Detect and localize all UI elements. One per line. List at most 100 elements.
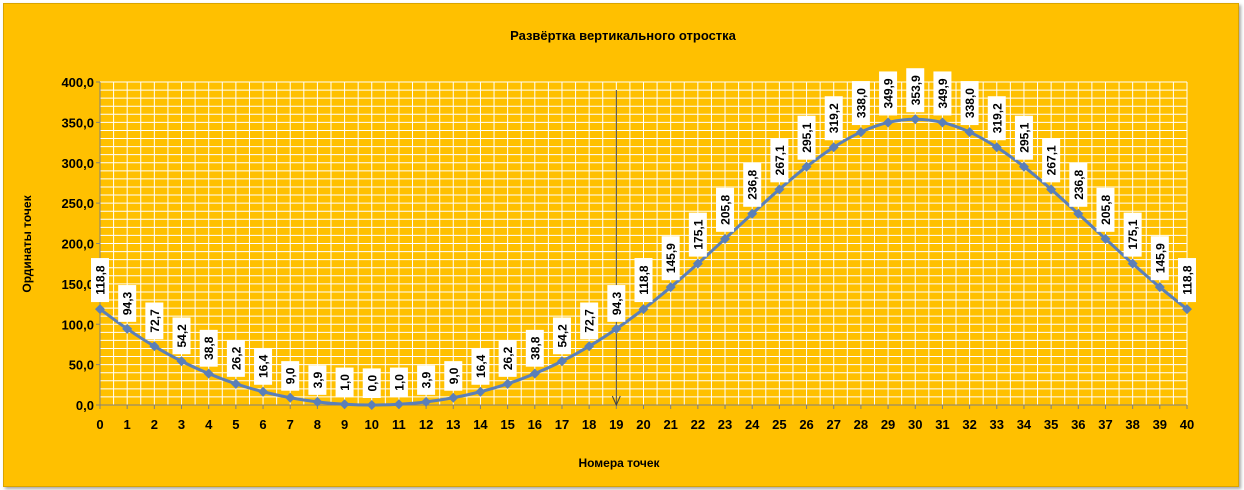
- data-label: 349,9: [879, 71, 898, 116]
- data-label: 26,2: [498, 340, 517, 377]
- data-point: [910, 114, 921, 125]
- data-label-box: [471, 347, 490, 385]
- data-label-box: [226, 340, 245, 377]
- x-tick-label: 8: [314, 417, 321, 432]
- data-label-box: [254, 347, 273, 385]
- data-label-text: 349,9: [936, 78, 950, 108]
- data-label-text: 267,1: [773, 145, 787, 175]
- data-label-box: [525, 329, 544, 367]
- data-label-text: 1,0: [392, 374, 406, 391]
- data-label: 54,2: [172, 317, 191, 355]
- data-point: [366, 400, 377, 410]
- data-label-text: 72,7: [148, 309, 162, 333]
- data-label-box: [987, 96, 1006, 141]
- data-label-box: [797, 115, 816, 160]
- data-label: 1,0: [389, 367, 408, 398]
- data-point: [1127, 258, 1138, 269]
- data-point: [1154, 282, 1165, 293]
- x-tick-label: 5: [232, 417, 239, 432]
- data-label-box: [444, 361, 463, 391]
- data-label-box: [145, 302, 164, 340]
- x-tick-label: 18: [582, 417, 596, 432]
- data-label-text: 145,9: [664, 243, 678, 273]
- data-point: [584, 341, 595, 352]
- data-point: [448, 392, 459, 403]
- data-point: [1046, 184, 1057, 195]
- data-label: 0,0: [362, 368, 381, 398]
- data-label-box: [770, 138, 789, 183]
- data-label: 16,4: [254, 347, 273, 385]
- x-tick-label: 29: [881, 417, 895, 432]
- x-tick-label: 39: [1153, 417, 1167, 432]
- data-label-text: 267,1: [1045, 145, 1059, 175]
- data-label-text: 54,2: [555, 324, 569, 348]
- data-label-text: 16,4: [474, 354, 488, 378]
- x-tick-label: 9: [341, 417, 348, 432]
- x-tick-label: 33: [990, 417, 1004, 432]
- data-label-text: 26,2: [229, 346, 243, 370]
- data-label: 72,7: [580, 302, 599, 340]
- x-tick-label: 12: [419, 417, 433, 432]
- data-label-box: [281, 361, 300, 391]
- data-label-text: 319,2: [827, 103, 841, 133]
- data-point: [828, 142, 839, 153]
- data-label: 205,8: [716, 187, 735, 232]
- x-tick-label: 32: [962, 417, 976, 432]
- data-point: [502, 378, 513, 389]
- x-tick-label: 22: [691, 417, 705, 432]
- data-label: 295,1: [797, 115, 816, 160]
- data-point: [1018, 161, 1029, 172]
- data-label-box: [743, 162, 762, 207]
- data-label-box: [1069, 162, 1088, 207]
- x-tick-label: 7: [287, 417, 294, 432]
- y-tick-label: 200,0: [61, 237, 94, 252]
- chart-svg: Развёртка вертикального отростка Номера …: [20, 28, 1196, 470]
- data-point: [1073, 208, 1084, 219]
- data-label-text: 118,8: [1181, 265, 1195, 295]
- data-point: [964, 127, 975, 138]
- data-label-box: [1014, 115, 1033, 160]
- data-label-box: [335, 367, 354, 398]
- data-point: [937, 117, 948, 128]
- x-tick-label: 40: [1180, 417, 1194, 432]
- data-label-text: 118,8: [94, 265, 108, 295]
- x-tick-label: 2: [151, 417, 158, 432]
- data-label-box: [824, 96, 843, 141]
- data-label-text: 38,8: [528, 336, 542, 360]
- data-label: 118,8: [1178, 258, 1196, 303]
- data-label-text: 295,1: [800, 122, 814, 152]
- data-label-box: [308, 365, 327, 395]
- data-point: [556, 356, 567, 367]
- data-label-text: 9,0: [284, 367, 298, 384]
- data-label-box: [1042, 138, 1061, 183]
- axes: 0,050,0100,0150,0200,0250,0300,0350,0400…: [61, 75, 1194, 432]
- data-label-box: [661, 236, 680, 281]
- y-tick-label: 100,0: [61, 317, 94, 332]
- data-label-box: [552, 317, 571, 355]
- x-tick-label: 19: [609, 417, 623, 432]
- data-label-text: 1,0: [338, 374, 352, 391]
- data-label: 319,2: [824, 96, 843, 141]
- data-label: 16,4: [471, 347, 490, 385]
- x-tick-label: 6: [259, 417, 266, 432]
- data-label: 175,1: [1123, 212, 1142, 257]
- data-point: [855, 127, 866, 138]
- data-label-box: [960, 81, 979, 126]
- data-label-box: [118, 285, 137, 322]
- data-point: [720, 233, 731, 244]
- x-tick-label: 31: [935, 417, 949, 432]
- data-label-text: 236,8: [746, 169, 760, 199]
- data-label-text: 236,8: [1072, 169, 1086, 199]
- data-label-text: 353,9: [909, 75, 923, 105]
- data-label: 319,2: [987, 96, 1006, 141]
- data-label-text: 295,1: [1017, 122, 1031, 152]
- data-label-text: 72,7: [583, 309, 597, 333]
- data-label: 38,8: [525, 329, 544, 367]
- data-point: [801, 161, 812, 172]
- data-label: 349,9: [933, 71, 952, 116]
- data-label-text: 319,2: [990, 103, 1004, 133]
- data-label-text: 145,9: [1153, 243, 1167, 273]
- data-point: [529, 368, 540, 379]
- data-point: [774, 184, 785, 195]
- data-label-box: [172, 317, 191, 355]
